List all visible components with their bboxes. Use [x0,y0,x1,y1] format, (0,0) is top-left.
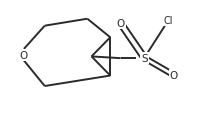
Text: O: O [20,50,28,60]
Text: O: O [116,19,125,29]
Text: O: O [170,70,178,80]
Text: S: S [141,54,148,64]
Text: Cl: Cl [164,16,173,26]
